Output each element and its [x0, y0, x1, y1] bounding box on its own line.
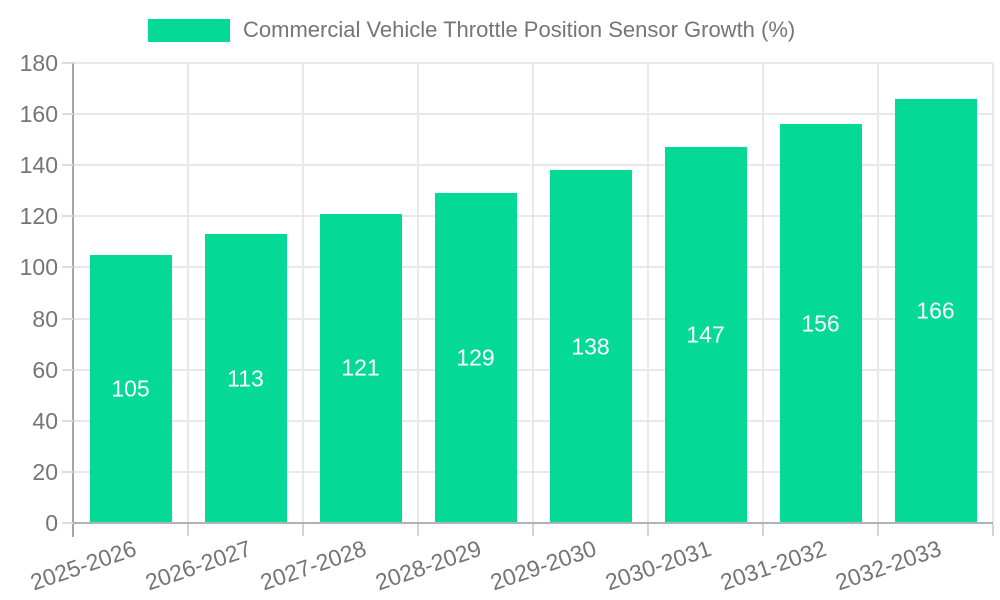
y-axis-tick	[62, 368, 73, 371]
bar-2025-2026: 105	[89, 254, 172, 523]
plot-area: 105 113 121 129 138 147 156 166	[73, 62, 994, 523]
y-tick-label: 20	[32, 458, 58, 485]
x-tick-label: 2030-2031	[601, 535, 714, 596]
x-tick-label: 2026-2027	[141, 535, 254, 596]
x-gridline	[302, 63, 304, 523]
x-axis-tick	[72, 524, 74, 536]
y-tick-label: 60	[32, 356, 58, 383]
x-axis-tick	[187, 524, 189, 536]
bar-2027-2028: 121	[319, 213, 402, 523]
y-tick-label: 80	[32, 305, 58, 332]
y-axis-line	[72, 63, 74, 537]
y-axis-tick	[62, 215, 73, 218]
y-axis-tick	[62, 470, 73, 473]
bar-2026-2027: 113	[204, 234, 287, 523]
x-tick-label: 2031-2032	[716, 535, 829, 596]
y-tick-label: 0	[45, 510, 58, 536]
y-axis-tick	[62, 62, 73, 64]
bar-2031-2032: 156	[779, 124, 862, 523]
x-tick-label: 2028-2029	[371, 535, 484, 596]
x-gridline	[532, 63, 534, 523]
bar-2028-2029: 129	[434, 193, 517, 523]
x-gridline	[187, 63, 189, 523]
x-gridline	[417, 63, 419, 523]
bar-2030-2031: 147	[664, 147, 747, 523]
x-axis-tick	[532, 524, 534, 536]
x-gridline	[992, 63, 994, 523]
bar-value-label: 147	[686, 321, 725, 348]
y-tick-label: 100	[19, 254, 58, 281]
x-tick-label: 2032-2033	[831, 535, 944, 596]
y-axis-tick	[62, 164, 73, 167]
x-axis-tick	[992, 524, 994, 536]
x-gridline	[877, 63, 879, 523]
x-gridline	[647, 63, 649, 523]
bar-value-label: 105	[111, 375, 150, 402]
legend-swatch	[148, 18, 230, 42]
bar-2032-2033: 166	[894, 98, 977, 523]
bar-value-label: 156	[801, 310, 840, 337]
x-tick-label: 2027-2028	[256, 535, 369, 596]
y-tick-label: 160	[19, 101, 58, 128]
bar-2029-2030: 138	[549, 170, 632, 523]
x-axis-tick	[417, 524, 419, 536]
bar-value-label: 121	[341, 354, 380, 381]
x-axis-tick	[302, 524, 304, 536]
x-axis-line	[62, 522, 993, 524]
y-tick-label: 120	[19, 203, 58, 230]
bar-value-label: 138	[571, 333, 610, 360]
legend: Commercial Vehicle Throttle Position Sen…	[148, 18, 795, 42]
y-axis-tick	[62, 419, 73, 422]
legend-label: Commercial Vehicle Throttle Position Sen…	[243, 17, 796, 42]
x-tick-label: 2025-2026	[26, 535, 139, 596]
bar-value-label: 113	[227, 365, 264, 392]
bar-value-label: 129	[456, 344, 495, 371]
x-axis-tick	[762, 524, 764, 536]
x-axis-tick	[877, 524, 879, 536]
y-tick-label: 180	[19, 50, 58, 76]
x-axis-tick	[647, 524, 649, 536]
y-axis-tick	[62, 522, 73, 524]
y-tick-label: 40	[32, 407, 58, 434]
y-axis-tick	[62, 113, 73, 116]
bar-value-label: 166	[916, 297, 955, 324]
y-axis-tick	[62, 317, 73, 320]
x-tick-label: 2029-2030	[486, 535, 599, 596]
y-tick-label: 140	[19, 152, 58, 179]
y-axis-tick	[62, 266, 73, 269]
x-gridline	[762, 63, 764, 523]
